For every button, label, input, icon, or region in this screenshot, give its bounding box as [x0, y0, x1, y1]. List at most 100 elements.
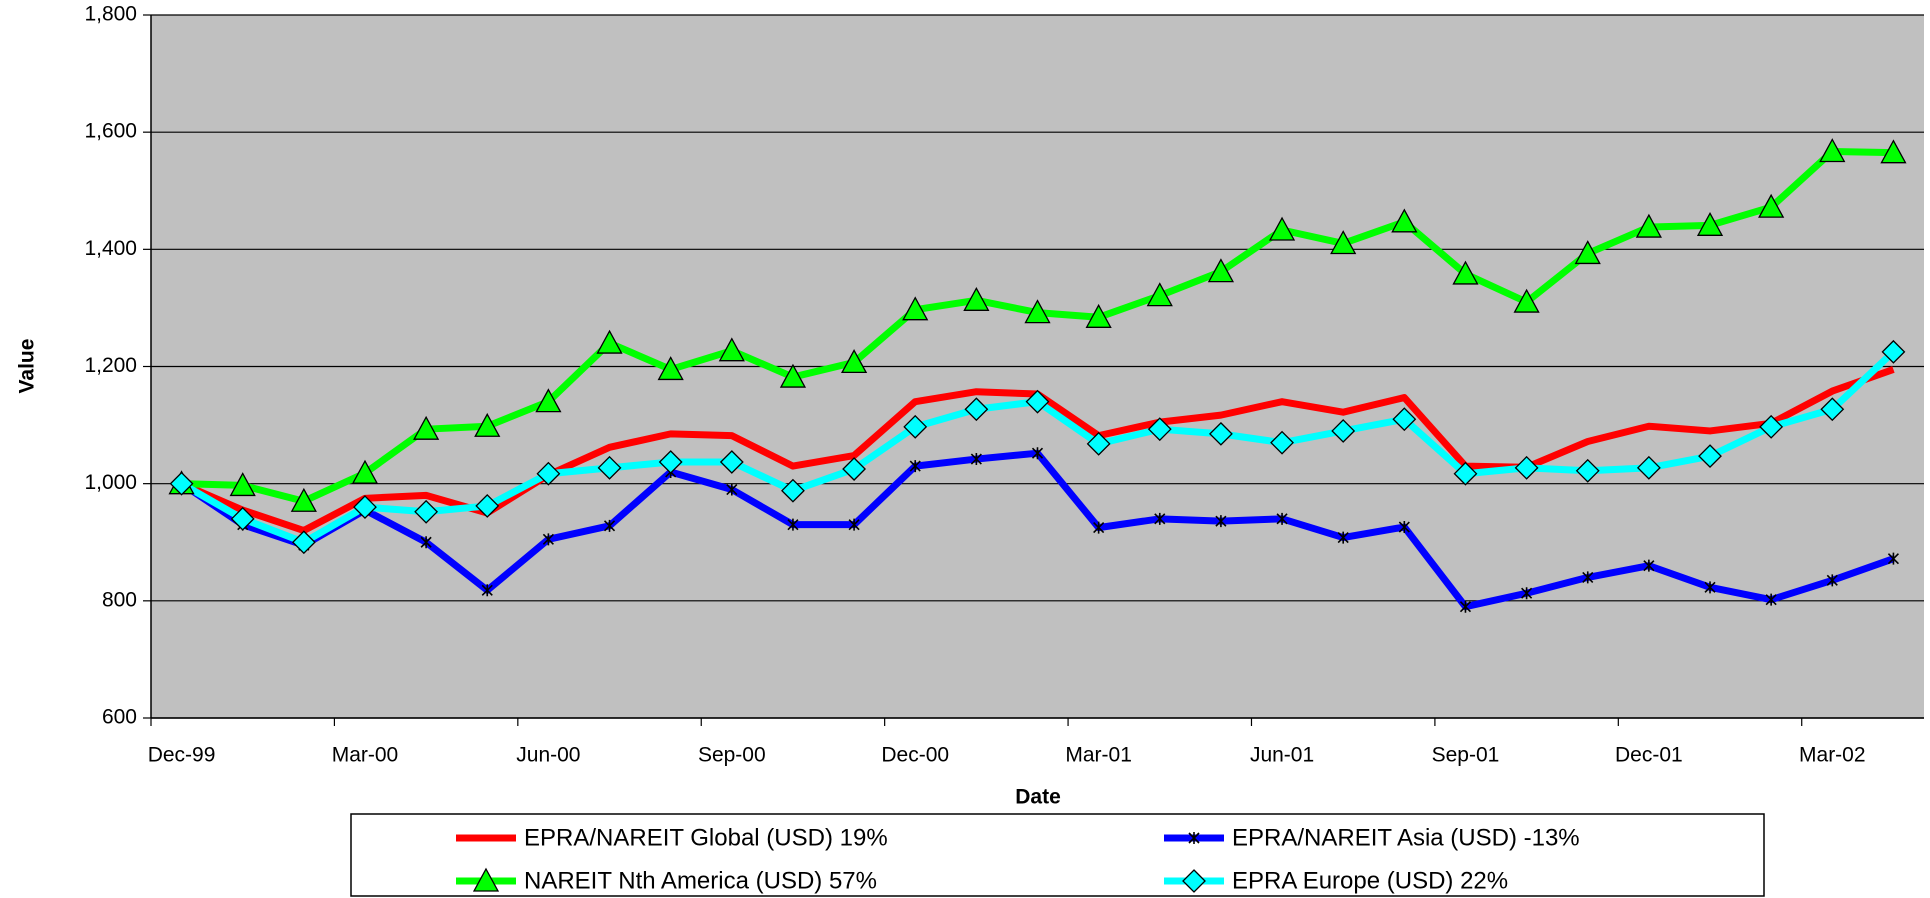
- x-tick-label: Dec-01: [1615, 744, 1683, 767]
- marker: [1758, 193, 1785, 218]
- x-tick-label: Sep-00: [698, 744, 766, 767]
- marker: [1880, 139, 1907, 164]
- legend-box: [350, 813, 1765, 897]
- marker: [1024, 299, 1051, 324]
- y-tick-label: 1,600: [84, 120, 137, 143]
- marker: [1636, 455, 1661, 480]
- marker: [1085, 303, 1112, 328]
- y-tick-label: 1,000: [84, 471, 137, 494]
- y-tick-label: 1,400: [84, 237, 137, 260]
- marker: [726, 483, 738, 496]
- y-tick-label: 1,800: [84, 3, 137, 26]
- marker: [1819, 138, 1846, 163]
- marker: [353, 495, 377, 520]
- marker: [1881, 339, 1906, 364]
- marker: [1643, 559, 1655, 572]
- marker: [963, 286, 990, 311]
- marker: [658, 450, 683, 474]
- marker: [1513, 288, 1540, 313]
- marker: [1459, 600, 1472, 613]
- marker: [1147, 417, 1172, 442]
- marker: [1759, 414, 1784, 439]
- y-tick-label: 800: [102, 588, 137, 611]
- marker: [420, 536, 432, 549]
- marker: [230, 506, 255, 531]
- marker: [787, 518, 799, 531]
- x-tick-label: Sep-01: [1432, 744, 1500, 767]
- marker: [970, 453, 982, 466]
- marker: [481, 584, 493, 597]
- x-tick-label: Mar-00: [332, 744, 399, 767]
- x-tick-label: Dec-00: [881, 744, 949, 767]
- marker: [1826, 574, 1838, 587]
- marker: [840, 349, 868, 374]
- marker: [1268, 216, 1296, 241]
- marker: [291, 530, 316, 555]
- marker: [848, 518, 860, 531]
- marker: [1704, 581, 1716, 594]
- y-tick-label: 600: [102, 706, 137, 729]
- marker: [719, 450, 744, 474]
- marker: [1207, 258, 1235, 283]
- y-axis-title: Value: [16, 339, 39, 394]
- marker: [903, 414, 928, 439]
- marker: [1182, 869, 1206, 893]
- marker: [290, 487, 317, 512]
- marker: [1696, 211, 1724, 236]
- marker: [1453, 461, 1478, 486]
- x-axis-title: Date: [1015, 786, 1061, 809]
- marker: [351, 459, 379, 484]
- marker: [1276, 512, 1288, 525]
- marker: [1337, 531, 1349, 544]
- marker: [1765, 593, 1777, 606]
- y-tick-label: 1,200: [84, 354, 137, 377]
- marker: [1392, 407, 1417, 432]
- marker: [1188, 832, 1200, 844]
- marker: [1452, 260, 1479, 285]
- legend-label: EPRA/NAREIT Global (USD) 19%: [524, 824, 888, 851]
- x-tick-label: Jun-00: [516, 744, 580, 767]
- marker: [1582, 571, 1594, 584]
- marker: [1575, 458, 1600, 483]
- marker: [229, 472, 256, 497]
- marker: [909, 460, 921, 473]
- marker: [414, 499, 439, 524]
- marker: [1574, 240, 1601, 265]
- legend-label: NAREIT Nth America (USD) 57%: [524, 867, 877, 894]
- marker: [1514, 455, 1539, 480]
- marker: [718, 337, 745, 362]
- marker: [842, 457, 867, 481]
- marker: [475, 494, 500, 518]
- x-tick-label: Mar-02: [1799, 744, 1866, 767]
- marker: [1025, 389, 1050, 414]
- marker: [1698, 444, 1722, 469]
- legend-label: EPRA/NAREIT Asia (USD) -13%: [1232, 824, 1580, 851]
- marker: [536, 461, 561, 486]
- marker: [1086, 431, 1111, 456]
- marker: [169, 471, 194, 496]
- marker: [902, 296, 929, 321]
- marker: [1208, 421, 1233, 446]
- marker: [781, 478, 805, 503]
- marker: [1031, 447, 1044, 460]
- marker: [1146, 282, 1173, 307]
- marker: [964, 397, 989, 422]
- marker: [1398, 521, 1410, 534]
- marker: [596, 329, 623, 354]
- x-tick-label: Jun-01: [1250, 744, 1314, 767]
- marker: [1331, 419, 1356, 443]
- marker: [1154, 512, 1166, 525]
- x-tick-label: Dec-99: [148, 744, 216, 767]
- marker: [1635, 213, 1662, 238]
- marker: [472, 867, 500, 892]
- marker: [1820, 397, 1845, 422]
- marker: [1093, 521, 1105, 534]
- marker: [413, 415, 440, 440]
- marker: [597, 455, 622, 480]
- marker: [474, 412, 501, 437]
- marker: [542, 533, 554, 546]
- marker: [657, 356, 684, 381]
- marker: [535, 388, 562, 413]
- marker: [1215, 515, 1227, 528]
